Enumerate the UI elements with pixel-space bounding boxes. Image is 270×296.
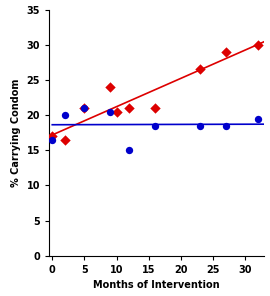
Point — [198, 123, 202, 128]
X-axis label: Months of Intervention: Months of Intervention — [93, 280, 220, 290]
Point — [114, 109, 119, 114]
Point — [108, 85, 112, 89]
Point — [82, 106, 87, 110]
Point — [153, 123, 157, 128]
Point — [224, 123, 228, 128]
Point — [256, 116, 260, 121]
Point — [63, 113, 67, 118]
Point — [256, 42, 260, 47]
Point — [127, 148, 131, 153]
Y-axis label: % Carrying Condom: % Carrying Condom — [11, 78, 21, 187]
Point — [224, 49, 228, 54]
Point — [198, 67, 202, 72]
Point — [153, 106, 157, 110]
Point — [82, 106, 87, 110]
Point — [50, 137, 55, 142]
Point — [50, 134, 55, 139]
Point — [127, 106, 131, 110]
Point — [108, 109, 112, 114]
Point — [63, 137, 67, 142]
